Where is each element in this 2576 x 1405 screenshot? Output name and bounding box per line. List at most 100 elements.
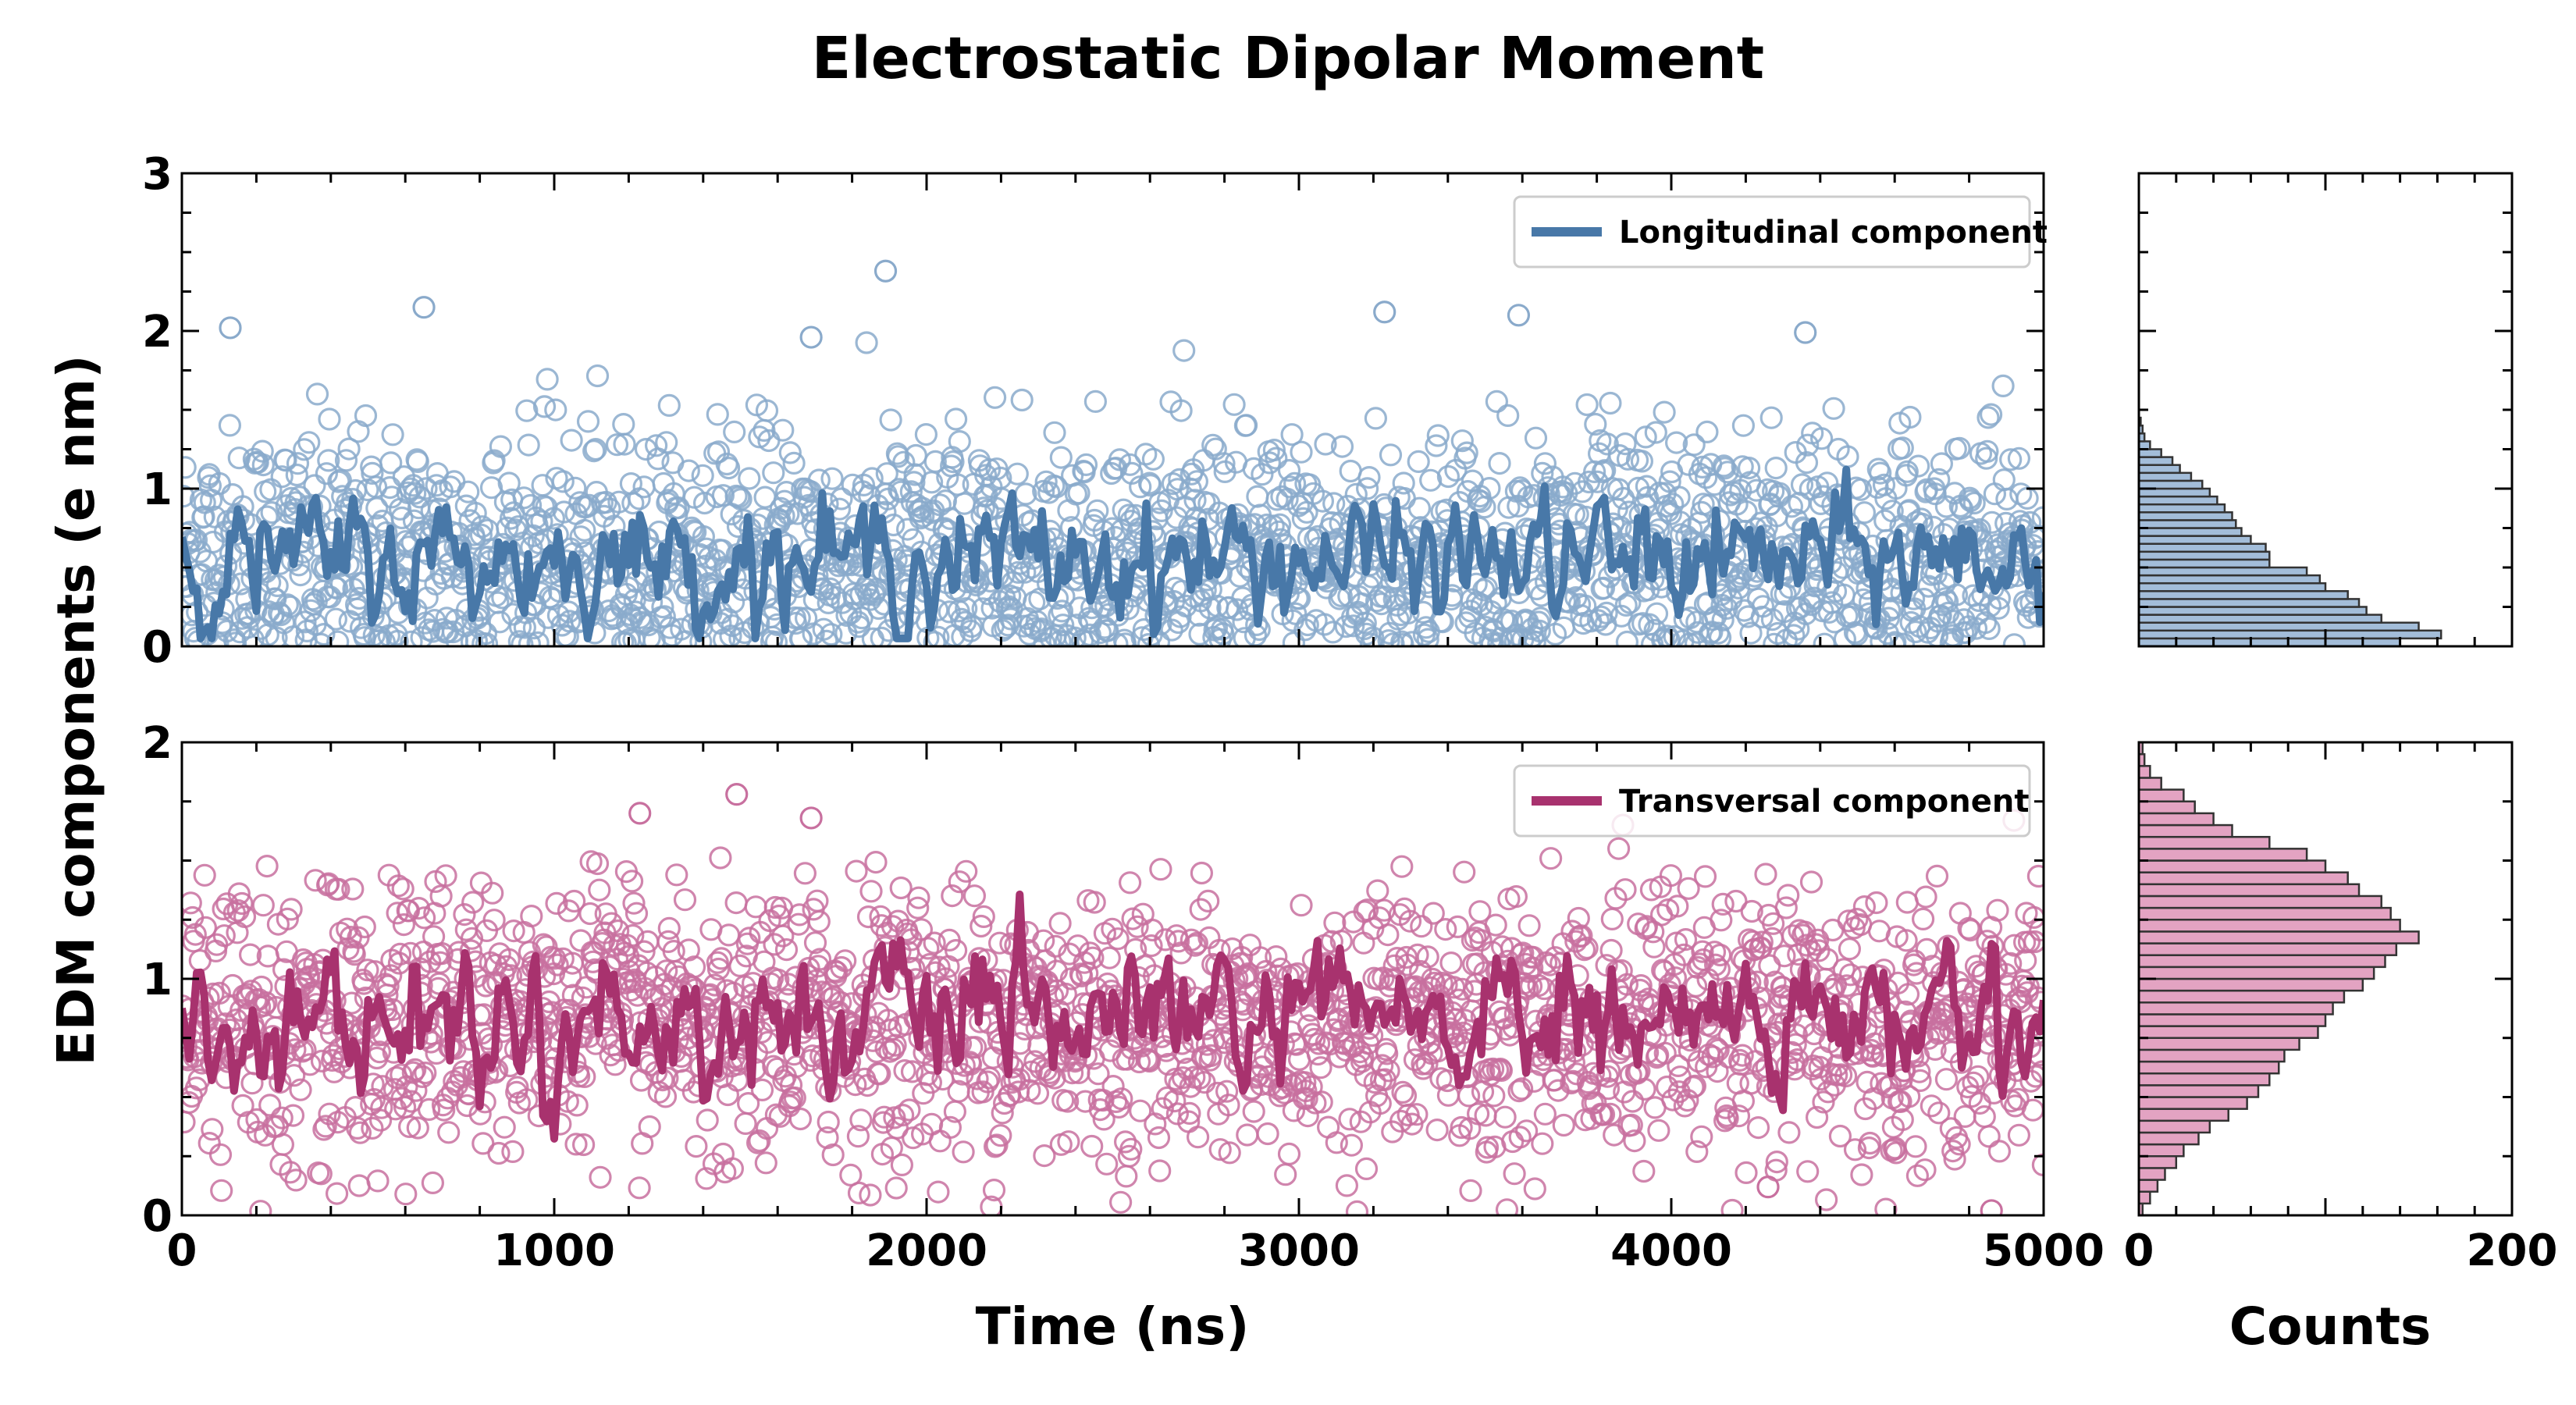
y-tick-label: 0 bbox=[142, 622, 173, 673]
x-tick-label: 5000 bbox=[1983, 1225, 2105, 1276]
scatter-point bbox=[839, 1163, 863, 1187]
scatter-point bbox=[881, 915, 905, 938]
scatter-point bbox=[1691, 940, 1714, 963]
scatter-point bbox=[1504, 884, 1528, 909]
scatter-point bbox=[665, 863, 688, 887]
scatter-point bbox=[1434, 917, 1457, 941]
histogram-bar bbox=[2137, 800, 2196, 815]
scatter-point bbox=[1251, 463, 1274, 486]
scatter-point bbox=[1048, 629, 1072, 646]
histogram-bar bbox=[2137, 848, 2308, 862]
scatter-point bbox=[218, 414, 241, 437]
scatter-point bbox=[1707, 958, 1731, 981]
scatter-point bbox=[347, 420, 370, 443]
scatter-point bbox=[1774, 896, 1798, 919]
histogram-bar bbox=[2137, 1131, 2200, 1146]
scatter-point bbox=[1314, 432, 1337, 456]
scatter-point bbox=[1973, 610, 1998, 635]
scatter-point bbox=[1567, 906, 1590, 930]
scatter-point bbox=[1987, 596, 2010, 620]
scatter-point bbox=[274, 449, 297, 472]
scatter-point bbox=[1514, 1119, 1539, 1143]
scatter-point bbox=[1108, 448, 1132, 471]
scatter-point bbox=[716, 607, 740, 631]
scatter-point bbox=[1218, 1141, 1241, 1165]
scatter-point bbox=[197, 1131, 221, 1155]
scatter-point bbox=[520, 904, 543, 928]
scatter-point bbox=[1828, 1124, 1852, 1148]
y-tick-label: 1 bbox=[142, 955, 173, 1005]
scatter-point bbox=[366, 1169, 390, 1193]
scatter-point bbox=[1118, 453, 1142, 476]
scatter-point bbox=[418, 950, 442, 973]
scatter-point bbox=[1645, 602, 1669, 625]
scatter-point bbox=[1300, 1075, 1323, 1098]
scatter-point bbox=[1044, 475, 1069, 499]
scatter-point bbox=[1277, 1142, 1301, 1166]
scatter-point bbox=[1962, 491, 1986, 515]
histogram-bar bbox=[2137, 823, 2233, 838]
scatter-point bbox=[1338, 1108, 1361, 1131]
scatter-point bbox=[1151, 1097, 1174, 1120]
scatter-point bbox=[777, 502, 800, 526]
histogram-bar bbox=[2137, 930, 2420, 944]
scatter-point bbox=[1859, 1131, 1882, 1155]
scatter-point bbox=[1524, 426, 1548, 450]
scatter-point bbox=[754, 1151, 777, 1175]
scatter-point bbox=[1309, 1056, 1332, 1080]
scatter-point bbox=[1523, 1177, 1546, 1200]
scatter-point bbox=[421, 1171, 445, 1195]
scatter-point bbox=[1620, 1113, 1643, 1136]
scatter-point bbox=[1093, 616, 1117, 639]
scatter-point bbox=[1564, 930, 1588, 953]
scatter-point bbox=[1865, 891, 1888, 915]
scatter-point bbox=[1120, 1037, 1144, 1060]
scatter-point bbox=[1110, 1087, 1133, 1111]
scatter-point bbox=[1453, 860, 1476, 884]
scatter-point bbox=[1957, 916, 1980, 940]
scatter-point bbox=[326, 630, 350, 646]
scatter-point bbox=[845, 859, 868, 883]
scatter-point bbox=[893, 1058, 916, 1083]
scatter-point bbox=[571, 1133, 596, 1157]
scatter-point bbox=[376, 974, 400, 998]
scatter-point bbox=[1361, 626, 1385, 646]
scatter-point bbox=[655, 959, 678, 983]
scatter-point bbox=[1677, 877, 1700, 900]
scatter-point bbox=[677, 459, 700, 482]
histogram-bar bbox=[2137, 835, 2271, 850]
scatter-point bbox=[1977, 1125, 2001, 1148]
scatter-point bbox=[815, 629, 838, 646]
scatter-point bbox=[482, 909, 506, 932]
scatter-point bbox=[1532, 977, 1556, 1001]
scatter-point bbox=[1596, 1077, 1621, 1101]
scatter-point bbox=[497, 471, 521, 495]
histogram-bar bbox=[2137, 1048, 2286, 1063]
scatter-point bbox=[318, 407, 341, 431]
scatter-point bbox=[1895, 929, 1918, 952]
scatter-point bbox=[411, 1065, 434, 1089]
scatter-point bbox=[479, 476, 503, 500]
scatter-point bbox=[1290, 894, 1313, 917]
scatter-point bbox=[1364, 407, 1388, 430]
scatter-point bbox=[487, 1141, 511, 1165]
scatter-point bbox=[944, 938, 968, 962]
scatter-point bbox=[284, 491, 308, 514]
scatter-point bbox=[774, 937, 799, 962]
scatter-point bbox=[334, 449, 358, 472]
scatter-point bbox=[390, 506, 414, 530]
scatter-point bbox=[1639, 878, 1663, 902]
scatter-point bbox=[410, 626, 433, 646]
scatter-point bbox=[2009, 482, 2033, 506]
scatter-point bbox=[1764, 456, 1788, 480]
scatter-point bbox=[820, 623, 843, 646]
scatter-point bbox=[873, 259, 898, 283]
scatter-point bbox=[1898, 1085, 1921, 1108]
scatter-point bbox=[1293, 1071, 1317, 1094]
scatter-point bbox=[1995, 487, 2019, 511]
scatter-point bbox=[1215, 1080, 1239, 1103]
scatter-point bbox=[412, 296, 436, 319]
scatter-point bbox=[279, 898, 303, 921]
scatter-point bbox=[361, 1116, 384, 1140]
scatter-point bbox=[1037, 481, 1061, 504]
